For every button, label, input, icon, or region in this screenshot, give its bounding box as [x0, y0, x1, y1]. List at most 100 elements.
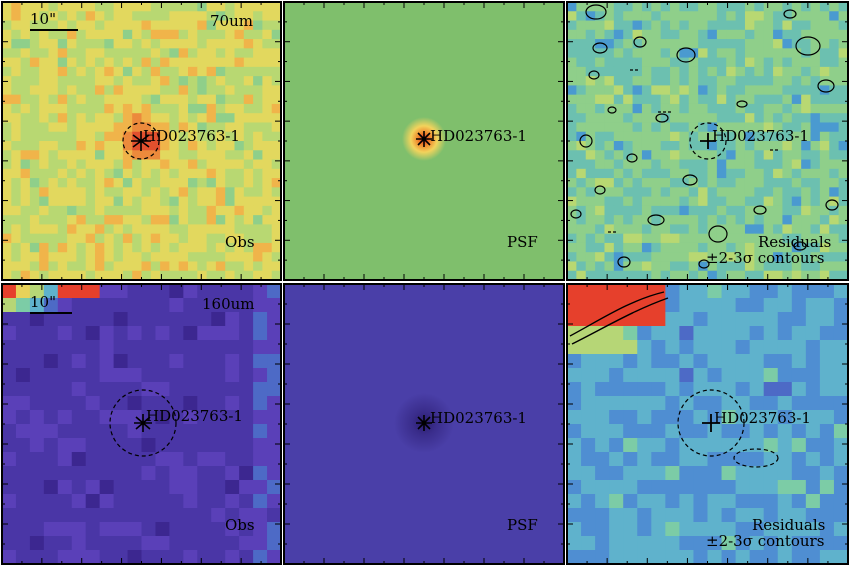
- pixel: [707, 284, 723, 299]
- pixel: [726, 168, 737, 179]
- pixel: [271, 20, 282, 31]
- pixel: [169, 94, 180, 105]
- pixel: [581, 480, 596, 495]
- pixel: [155, 480, 170, 495]
- pixel: [122, 168, 133, 179]
- pixel: [215, 215, 226, 225]
- pixel: [271, 205, 282, 216]
- pixel: [726, 150, 737, 161]
- pixel: [585, 29, 596, 40]
- pixel: [595, 340, 610, 355]
- pixel: [688, 261, 699, 272]
- pixel: [2, 368, 17, 383]
- pixel: [243, 39, 254, 49]
- pixel: [122, 85, 133, 96]
- pixel: [838, 168, 849, 179]
- pixel: [169, 354, 184, 369]
- pixel: [576, 20, 587, 31]
- pixel: [773, 66, 784, 77]
- pixel: [698, 187, 709, 198]
- pixel: [679, 57, 690, 68]
- pixel: [2, 48, 12, 59]
- pixel: [215, 113, 226, 124]
- pixel: [225, 94, 236, 105]
- pixel: [749, 466, 765, 481]
- pixel: [707, 354, 723, 369]
- pixel: [43, 466, 59, 481]
- pixel: [267, 410, 282, 425]
- pixel: [188, 159, 198, 170]
- pixel: [595, 261, 606, 272]
- pixel: [660, 20, 671, 31]
- pixel: [113, 11, 124, 22]
- pixel: [679, 48, 690, 59]
- pixel: [782, 168, 793, 179]
- pixel: [262, 20, 273, 31]
- pixel: [113, 196, 124, 207]
- pixel: [197, 312, 212, 327]
- pixel: [20, 270, 31, 281]
- pixel: [763, 480, 779, 495]
- pixel: [150, 57, 161, 68]
- pixel: [721, 536, 737, 551]
- pixel: [206, 150, 217, 161]
- pixel: [838, 215, 849, 225]
- pixel: [721, 466, 737, 481]
- pixel: [641, 57, 652, 68]
- pixel: [2, 270, 12, 281]
- pixel: [744, 94, 755, 105]
- pixel: [197, 480, 212, 495]
- pixel: [670, 187, 680, 198]
- pixel: [2, 261, 12, 272]
- pixel: [777, 536, 793, 551]
- pixel: [2, 340, 17, 355]
- pixel: [20, 103, 31, 114]
- pixel: [665, 536, 680, 551]
- pixel: [29, 410, 45, 425]
- pixel: [791, 368, 807, 383]
- pixel: [595, 2, 606, 12]
- pixel: [262, 205, 273, 216]
- pixel: [76, 196, 87, 207]
- pixel: [623, 94, 634, 105]
- pixel: [169, 20, 180, 31]
- pixel: [132, 122, 143, 133]
- pixel: [721, 326, 737, 341]
- pixel: [763, 298, 779, 313]
- pixel: [20, 39, 31, 49]
- pixel: [211, 438, 226, 453]
- pixel: [595, 466, 610, 481]
- pixel: [744, 29, 755, 40]
- pixel: [155, 438, 170, 453]
- pixel: [791, 20, 802, 31]
- source-label-70um-psf: HD023763-1: [430, 127, 527, 145]
- pixel: [197, 536, 212, 551]
- pixel: [585, 196, 596, 207]
- pixel: [763, 150, 774, 161]
- pixel: [169, 326, 184, 341]
- pixel: [651, 215, 662, 225]
- pixel: [670, 11, 680, 22]
- pixel: [132, 252, 143, 263]
- pixel: [155, 396, 170, 411]
- pixel: [15, 284, 31, 299]
- pixel: [127, 508, 143, 523]
- pixel: [632, 150, 643, 161]
- pixel: [243, 159, 254, 170]
- pixel: [660, 224, 671, 235]
- pixel: [234, 39, 245, 49]
- pixel: [85, 550, 101, 565]
- pixel: [169, 298, 184, 313]
- pixel: [262, 224, 273, 235]
- pixel: [679, 29, 690, 40]
- pixel: [585, 48, 596, 59]
- pixel: [211, 424, 226, 439]
- pixel: [141, 76, 152, 86]
- pixel: [127, 354, 143, 369]
- pixel: [801, 11, 812, 22]
- pixel: [716, 122, 727, 133]
- pixel: [791, 466, 807, 481]
- pixel: [48, 159, 59, 170]
- pixel: [160, 242, 170, 253]
- pixel: [48, 178, 59, 188]
